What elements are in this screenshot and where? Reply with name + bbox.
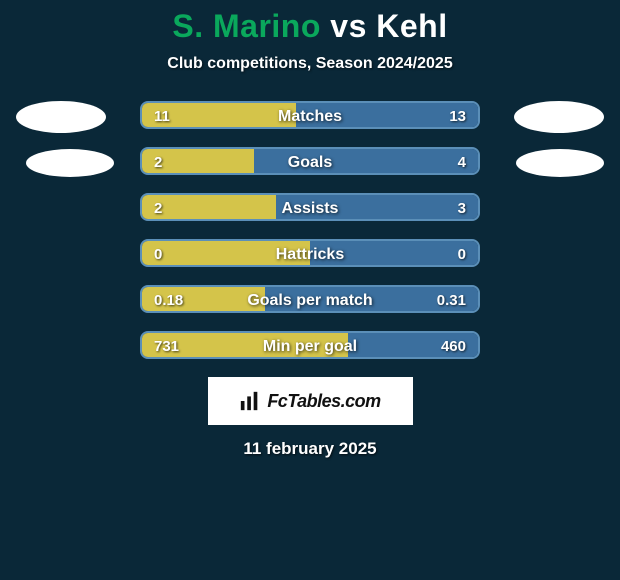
team2-name: Kehl — [376, 8, 447, 44]
chart-icon — [239, 390, 261, 412]
stat-label: Min per goal — [142, 333, 478, 359]
stat-label: Hattricks — [142, 241, 478, 267]
vs-text: vs — [321, 8, 376, 44]
subtitle: Club competitions, Season 2024/2025 — [0, 55, 620, 73]
stat-row: 0.180.31Goals per match — [140, 285, 480, 313]
team2-badge — [514, 101, 604, 133]
stat-label: Goals — [142, 149, 478, 175]
stat-label: Matches — [142, 103, 478, 129]
team1-name: S. Marino — [172, 8, 321, 44]
team2-badge-small — [516, 149, 604, 177]
brand-box[interactable]: FcTables.com — [208, 377, 413, 425]
team1-badge — [16, 101, 106, 133]
stat-row: 00Hattricks — [140, 239, 480, 267]
date-text: 11 february 2025 — [0, 439, 620, 459]
stat-row: 24Goals — [140, 147, 480, 175]
stat-row: 23Assists — [140, 193, 480, 221]
stat-row: 731460Min per goal — [140, 331, 480, 359]
stat-label: Assists — [142, 195, 478, 221]
brand-text: FcTables.com — [267, 391, 380, 412]
team1-badge-small — [26, 149, 114, 177]
stats-section: 1113Matches 24Goals 23Assists 00Hattricks 0.… — [0, 101, 620, 359]
page-title: S. Marino vs Kehl — [0, 8, 620, 45]
stat-row: 1113Matches — [140, 101, 480, 129]
comparison-card: S. Marino vs Kehl Club competitions, Sea… — [0, 0, 620, 459]
stat-label: Goals per match — [142, 287, 478, 313]
